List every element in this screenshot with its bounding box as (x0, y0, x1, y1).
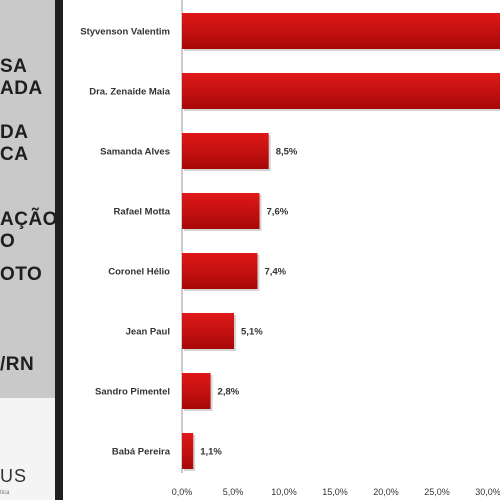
side-text-line-6: O (0, 231, 16, 252)
side-text-line-1: SA (0, 56, 28, 77)
x-tick-label: 0,0% (172, 487, 193, 497)
data-label: 2,8% (218, 387, 240, 398)
bar (182, 433, 194, 469)
category-label: Coronel Hélio (108, 267, 170, 278)
side-panel-footer (0, 398, 55, 500)
bar (182, 253, 258, 289)
bar (182, 193, 260, 229)
category-label: Samanda Alves (100, 147, 170, 158)
data-label: 7,6% (267, 207, 289, 218)
bar (182, 13, 500, 49)
data-label: 1,1% (200, 447, 222, 458)
side-text-line-4: CA (0, 144, 29, 165)
brand-logo-subtext: tica (0, 490, 10, 496)
category-label: Babá Pereira (112, 447, 171, 458)
data-label: 7,4% (264, 267, 286, 278)
side-text-line-5: AÇÃO (0, 209, 58, 230)
category-label: Dra. Zenaide Maia (89, 87, 170, 98)
bar (182, 133, 269, 169)
x-tick-label: 30,0% (475, 487, 500, 497)
category-label: Jean Paul (126, 327, 170, 338)
category-label: Rafael Motta (114, 207, 171, 218)
panel-divider (55, 0, 63, 500)
bar (182, 313, 235, 349)
x-tick-label: 20,0% (373, 487, 399, 497)
side-text-line-2: ADA (0, 78, 43, 99)
bar (182, 373, 211, 409)
category-label: Sandro Pimentel (95, 387, 170, 398)
x-tick-label: 25,0% (424, 487, 450, 497)
side-text-line-3: DA (0, 122, 29, 143)
x-tick-label: 5,0% (223, 487, 244, 497)
x-tick-label: 10,0% (271, 487, 297, 497)
data-label: 5,1% (241, 327, 263, 338)
category-label: Styvenson Valentim (80, 27, 170, 38)
side-text-line-8: /RN (0, 354, 35, 375)
data-label: 8,5% (276, 147, 298, 158)
bar (182, 73, 500, 109)
x-tick-label: 15,0% (322, 487, 348, 497)
brand-logo-text: US (0, 466, 28, 486)
side-text-line-7: OTO (0, 264, 43, 285)
